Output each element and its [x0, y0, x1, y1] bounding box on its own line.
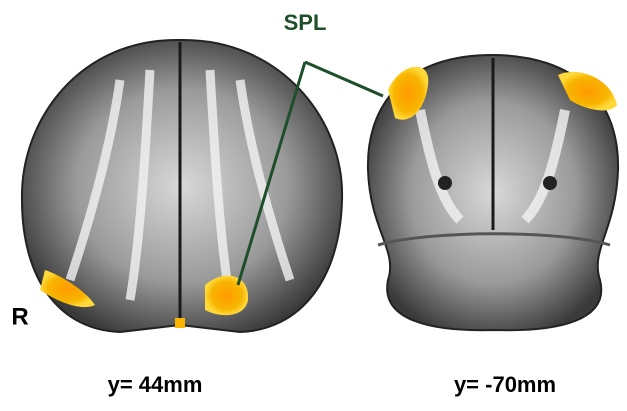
- panel-caption: y= 44mm: [108, 372, 203, 397]
- coronal-slice: [368, 55, 618, 330]
- annotation-label: SPL: [284, 10, 327, 35]
- panel-caption: y= -70mm: [454, 372, 556, 397]
- figure: SPL R y= 44mm y= -70mm: [0, 0, 627, 406]
- side-label: R: [11, 303, 28, 330]
- axial-slice: [22, 40, 342, 332]
